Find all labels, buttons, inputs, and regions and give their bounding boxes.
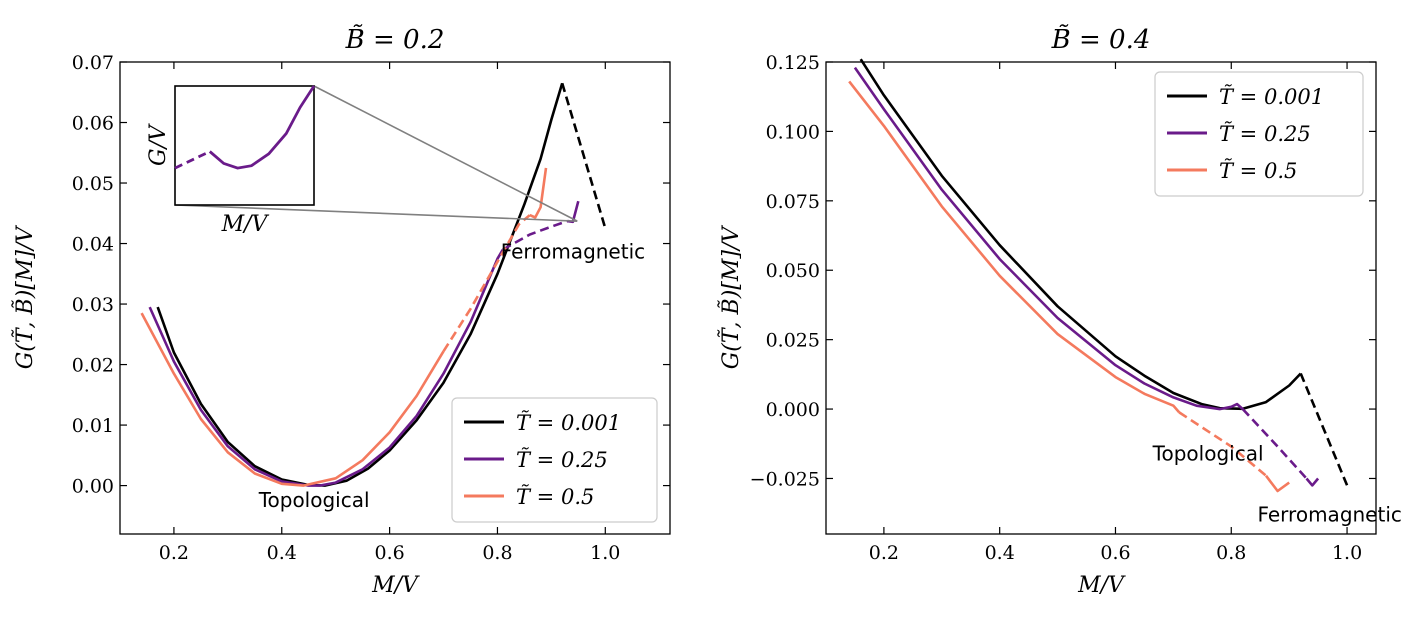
chart-1: 0.2 0.4 0.6 0.8 1.0 −0.025 0.000 0.025 0.050 0.07… [718, 24, 1402, 598]
inset-connector [313, 85, 578, 222]
inset-y-label: G/V [146, 123, 171, 166]
series-line-solid [859, 58, 1302, 411]
y-tick-label: 0.06 [72, 113, 114, 135]
y-tick-label: 0.07 [72, 52, 114, 74]
plot-frame [825, 61, 1377, 535]
series-line-solid [853, 66, 1244, 411]
x-tick-label: 0.6 [374, 542, 404, 564]
chart-title: B̃ = 0.4 [1051, 24, 1151, 55]
series-2 [848, 80, 1290, 493]
series-line-dashed [1178, 411, 1267, 477]
series-line-tail [1305, 477, 1320, 487]
annotation-ferromagnetic: Ferromagnetic [501, 240, 645, 264]
series-line-dashed [1299, 373, 1349, 486]
series-line-dashed [502, 219, 568, 251]
y-tick-label: 0.01 [72, 415, 114, 437]
series-2 [140, 167, 548, 487]
series-line-dashed [560, 82, 607, 229]
series-line-solid [148, 248, 504, 487]
x-tick-label: 1.0 [590, 542, 620, 564]
legend-box [1154, 71, 1364, 197]
x-tick-label: 0.8 [1216, 542, 1246, 564]
x-tick-label: 1.0 [1332, 542, 1362, 564]
y-tick-label: 0.050 [766, 260, 820, 282]
x-tick-label: 0.4 [985, 542, 1015, 564]
legend-label: T̃ = 0.001 [1219, 85, 1324, 109]
x-tick-label: 0.2 [159, 542, 189, 564]
annotation-ferromagnetic: Ferromagnetic [1257, 503, 1401, 527]
legend: T̃ = 0.001 T̃ = 0.25 T̃ = 0.5 [451, 397, 658, 523]
x-tick-label: 0.6 [1100, 542, 1130, 564]
x-tick-label: 0.8 [482, 542, 512, 564]
chart-title: B̃ = 0.2 [345, 24, 445, 55]
legend-label: T̃ = 0.25 [1219, 122, 1311, 146]
inset-x-label: M/V [221, 212, 270, 237]
y-tick-label: −0.025 [750, 468, 820, 490]
inset-series-solid [208, 85, 316, 170]
series-line-solid [156, 82, 564, 487]
y-tick-label: 0.025 [766, 330, 820, 352]
legend-box [451, 397, 658, 523]
series-0 [859, 58, 1349, 486]
inset-connector [174, 204, 578, 222]
legend-label: T̃ = 0.5 [1219, 159, 1297, 183]
x-tick-label: 0.2 [869, 542, 899, 564]
legend-label: T̃ = 0.001 [516, 411, 621, 435]
x-axis-label: M/V [1077, 573, 1126, 598]
legend: T̃ = 0.001 T̃ = 0.25 T̃ = 0.5 [1154, 71, 1364, 197]
y-tick-label: 0.03 [72, 294, 114, 316]
y-tick-label: 0.04 [72, 234, 114, 256]
series-line-solid [848, 80, 1181, 414]
series-line-dashed [442, 214, 531, 352]
legend-label: T̃ = 0.5 [516, 485, 594, 509]
series-line-tail [529, 167, 548, 219]
series-line-tail [1264, 474, 1290, 493]
inset: M/V G/V [146, 85, 578, 237]
x-tick-label: 0.4 [267, 542, 297, 564]
chart-0: 0.2 0.4 0.6 0.8 1.0 0.00 0.01 0.02 0.03 0.04 0.05 0… [12, 24, 671, 598]
inset-series-dashed [174, 150, 211, 170]
y-tick-label: 0.100 [766, 121, 820, 143]
inset-frame [174, 85, 315, 206]
series-0 [156, 82, 607, 487]
y-axis-label: G(T̃, B̃)[M]/V [12, 225, 38, 370]
y-tick-label: 0.02 [72, 355, 114, 377]
y-tick-label: 0.075 [766, 191, 820, 213]
annotation-topological: Topological [258, 488, 370, 512]
y-tick-label: 0.000 [766, 399, 820, 421]
y-tick-label: 0.00 [72, 476, 114, 498]
series-1 [853, 66, 1320, 487]
y-axis-label: G(T̃, B̃)[M]/V [718, 225, 744, 370]
series-line-dashed [1241, 408, 1308, 480]
y-tick-label: 0.125 [766, 52, 820, 74]
annotation-topological: Topological [1152, 441, 1264, 465]
legend-label: T̃ = 0.25 [516, 448, 608, 472]
plot-frame [119, 61, 671, 535]
x-axis-label: M/V [371, 573, 420, 598]
series-line-solid [140, 312, 445, 487]
y-tick-label: 0.05 [72, 173, 114, 195]
